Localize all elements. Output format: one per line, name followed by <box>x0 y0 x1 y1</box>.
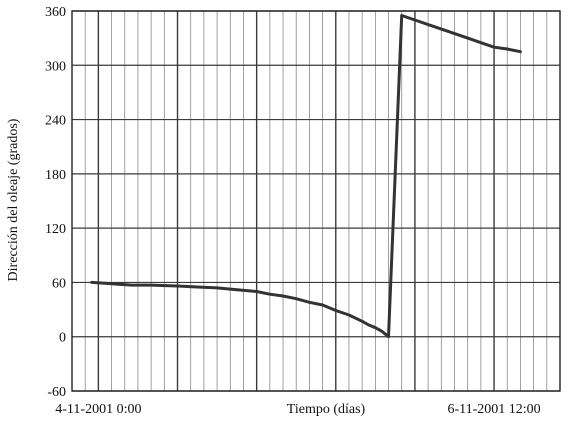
y-tick-labels: -60 0 60 120 180 240 300 360 <box>45 5 66 400</box>
grid-lines <box>72 10 561 392</box>
y-tick-label: 180 <box>45 168 66 183</box>
wave-direction-line <box>90 14 522 339</box>
plot-frame <box>71 10 561 392</box>
data-series <box>90 14 522 339</box>
y-tick-label: 0 <box>59 331 66 346</box>
y-tick-label: 60 <box>52 276 66 291</box>
x-tick-label: 4-11-2001 0:00 <box>55 402 141 417</box>
y-tick-label: 120 <box>45 222 66 237</box>
y-tick-label: 360 <box>45 5 66 20</box>
x-tick-label: 6-11-2001 12:00 <box>447 402 540 417</box>
y-axis-label: Dirección del oleaje (grados) <box>6 118 21 281</box>
y-tick-label: 240 <box>45 114 66 129</box>
y-tick-label: 300 <box>45 59 66 74</box>
y-tick-label: -60 <box>47 385 66 400</box>
x-tick-labels: 4-11-2001 0:00 6-11-2001 12:00 <box>55 402 540 417</box>
axes <box>71 10 561 392</box>
x-axis-label: Tiempo (días) <box>287 402 366 417</box>
